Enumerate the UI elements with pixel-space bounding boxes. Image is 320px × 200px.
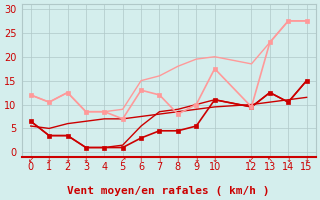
X-axis label: Vent moyen/en rafales ( km/h ): Vent moyen/en rafales ( km/h ) — [68, 186, 270, 196]
Text: ↓: ↓ — [212, 155, 218, 164]
Text: ↙: ↙ — [248, 155, 255, 164]
Text: ↓: ↓ — [46, 155, 52, 164]
Text: ↓: ↓ — [193, 155, 199, 164]
Text: ↓: ↓ — [285, 155, 292, 164]
Text: ↑: ↑ — [156, 155, 163, 164]
Text: ↑: ↑ — [175, 155, 181, 164]
Text: ↑: ↑ — [138, 155, 144, 164]
Text: ↖: ↖ — [267, 155, 273, 164]
Text: ↓: ↓ — [303, 155, 310, 164]
Text: ↓: ↓ — [64, 155, 71, 164]
Text: ↙: ↙ — [28, 155, 34, 164]
Text: ↓: ↓ — [83, 155, 89, 164]
Text: ↗: ↗ — [119, 155, 126, 164]
